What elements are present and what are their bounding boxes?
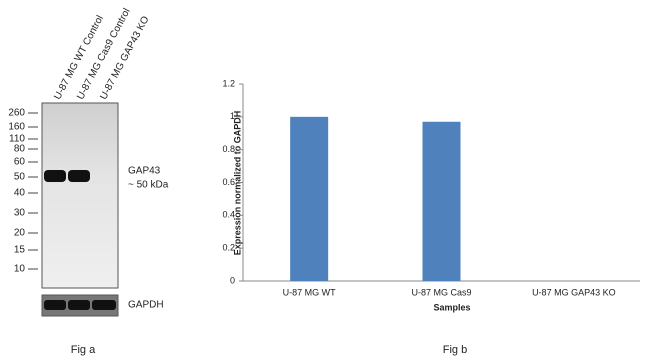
marker-label: 30 — [14, 208, 26, 219]
band-size: ~ 50 kDa — [128, 180, 169, 191]
y-tick-label: 1 — [230, 111, 235, 121]
blot-membrane — [41, 102, 119, 289]
bar — [422, 121, 461, 281]
band-label: GAP43 — [128, 166, 161, 177]
band — [44, 300, 66, 310]
marker-label: 15 — [14, 245, 26, 256]
band — [92, 300, 116, 310]
marker-label: 260 — [8, 108, 25, 119]
marker-label: 10 — [14, 264, 26, 275]
band — [44, 170, 66, 182]
marker-label: 50 — [14, 172, 26, 183]
marker-label: 110 — [9, 134, 25, 145]
y-tick-label: 1.2 — [222, 78, 235, 88]
x-tick-label: U-87 MG WT — [283, 287, 337, 297]
band — [68, 170, 90, 182]
band — [68, 300, 90, 310]
y-axis-label: Expression normalized to GAPDH — [232, 111, 242, 256]
caption: Fig a — [71, 344, 96, 356]
x-tick-label: U-87 MG Cas9 — [411, 287, 471, 297]
y-tick-label: 0.2 — [222, 243, 235, 253]
y-tick-label: 0.4 — [222, 210, 235, 220]
marker-label: 60 — [14, 157, 26, 168]
y-tick-label: 0.6 — [222, 177, 235, 187]
marker-label: 80 — [14, 144, 26, 155]
y-tick-label: 0 — [230, 275, 235, 285]
y-tick-label: 0.8 — [222, 144, 235, 154]
marker-label: 160 — [8, 122, 25, 133]
x-tick-label: U-87 MG GAP43 KO — [532, 287, 616, 297]
bar — [290, 116, 329, 281]
x-axis-label: Samples — [433, 302, 470, 312]
caption: Fig b — [443, 344, 467, 356]
loading-control: GAPDH — [128, 300, 164, 311]
marker-label: 20 — [14, 228, 26, 239]
marker-label: 40 — [14, 188, 26, 199]
